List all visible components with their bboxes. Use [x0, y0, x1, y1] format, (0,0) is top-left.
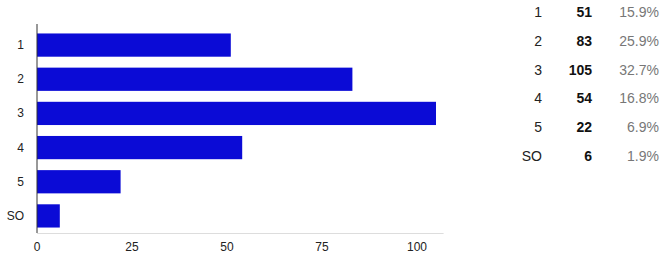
bar	[37, 170, 121, 193]
category-label: 2	[17, 72, 24, 86]
tick-label: 50	[220, 240, 234, 254]
table-count: 83	[576, 33, 592, 49]
table-category: 2	[534, 33, 542, 49]
tick-label: 0	[34, 240, 41, 254]
table-category: 1	[534, 4, 542, 20]
bars	[37, 33, 436, 227]
table-category: 5	[534, 119, 542, 135]
chart: 1 2 3 4 5 SO 0 25 50 75 100 1 51 15.9% 2 83 25.9% 3 105 32.…	[0, 0, 667, 258]
table-percent: 1.9%	[627, 148, 659, 164]
category-label: SO	[7, 209, 24, 223]
category-label: 4	[17, 141, 24, 155]
table-count: 51	[576, 4, 592, 20]
category-label: 1	[17, 38, 24, 52]
tick-label: 25	[125, 240, 139, 254]
table-category: 4	[534, 90, 542, 106]
table-count: 22	[576, 119, 592, 135]
bar	[37, 136, 242, 159]
tick-label: 75	[315, 240, 329, 254]
table-percent: 15.9%	[619, 4, 659, 20]
y-axis-line	[37, 24, 38, 233]
x-axis-line	[37, 233, 444, 234]
bar	[37, 33, 231, 56]
table-count: 6	[584, 148, 592, 164]
table-category: 3	[534, 62, 542, 78]
table-percent: 25.9%	[619, 33, 659, 49]
category-label: 3	[17, 106, 24, 120]
bar	[37, 102, 436, 125]
table-category: SO	[522, 148, 542, 164]
tick-label: 100	[407, 240, 427, 254]
table-count: 105	[569, 62, 593, 78]
table-percent: 16.8%	[619, 90, 659, 106]
bar	[37, 68, 352, 91]
table-percent: 32.7%	[619, 62, 659, 78]
bar	[37, 204, 60, 227]
table-count: 54	[576, 90, 592, 106]
category-label: 5	[17, 175, 24, 189]
table-percent: 6.9%	[627, 119, 659, 135]
